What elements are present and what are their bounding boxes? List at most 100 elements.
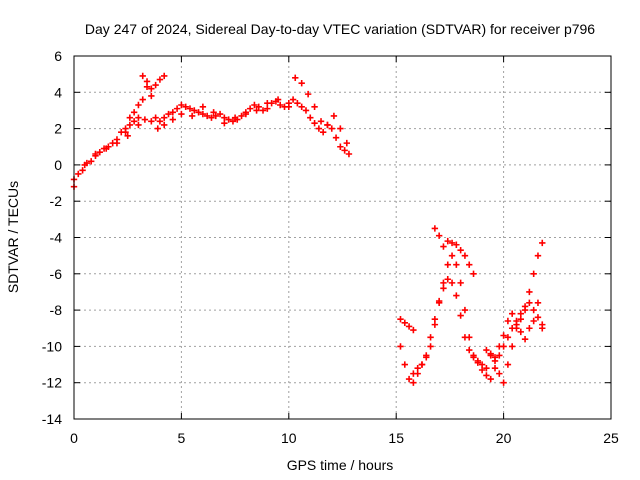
data-point [405,375,413,383]
data-point [496,370,503,377]
data-point [508,325,516,332]
data-point [487,375,494,383]
data-point [504,317,512,325]
data-point [401,319,408,327]
data-point [444,276,451,283]
x-tick-label: 20 [496,430,512,446]
data-points [70,72,546,386]
y-tick-label: -4 [50,230,63,246]
grid-lines [74,56,611,419]
data-point [126,121,134,129]
data-point [530,317,537,325]
data-point [285,103,292,111]
data-point [431,321,439,328]
data-point [188,112,196,120]
data-point [337,125,344,132]
data-point [143,78,151,85]
data-point [410,379,417,386]
data-point [87,158,95,165]
y-tick-labels: 6 4 2 0 -2 -4 -6 -8 -10 -12 -14 [42,48,62,427]
data-point [513,321,520,328]
data-point [259,107,267,114]
data-series [70,83,353,190]
data-point [139,72,146,80]
data-point [461,306,469,314]
data-point [496,343,503,350]
data-point [427,334,434,341]
data-point [341,147,348,154]
data-point [431,315,439,323]
axis-ticks [73,55,612,420]
data-point [156,118,164,125]
data-point [143,83,151,91]
data-point [264,105,271,112]
data-point [324,121,331,129]
data-point [182,103,189,111]
data-point [208,114,215,121]
data-point [113,139,121,147]
data-point [440,243,447,250]
data-point [274,96,282,103]
y-tick-label: -12 [42,375,62,391]
y-tick-label: 0 [54,157,62,173]
data-point [186,105,194,112]
data-point [225,116,232,123]
data-point [289,96,297,103]
data-point [435,232,443,239]
data-point [229,118,237,125]
data-point [470,354,477,361]
data-point [152,114,159,121]
data-point [397,343,404,350]
data-point [169,109,177,116]
data-point [487,350,494,357]
data-point [491,354,499,361]
data-point [178,110,185,118]
data-point [517,310,524,317]
data-point [253,107,260,114]
data-point [526,288,533,296]
data-point [401,361,408,368]
data-point [294,99,301,107]
data-point [210,109,217,116]
data-point [521,303,529,310]
data-point [508,310,516,317]
data-point [343,139,350,147]
data-point [508,343,516,350]
data-point [135,114,142,121]
data-point [504,361,512,368]
data-point [444,237,451,245]
x-axis-label: GPS time / hours [287,457,394,473]
data-point [169,116,177,123]
data-point [307,114,314,121]
data-point [500,379,507,386]
data-point [255,103,262,111]
data-point [173,105,181,112]
data-point [152,81,159,89]
data-point [461,252,469,259]
data-point [319,129,327,136]
data-point [457,279,464,287]
data-point [135,121,142,129]
data-point [440,285,447,292]
x-tick-labels: 0 5 10 15 20 25 [70,430,619,446]
data-point [470,270,477,277]
data-point [124,132,131,140]
data-point [530,306,537,314]
data-point [203,112,211,120]
data-point [311,103,318,111]
data-point [504,334,512,341]
data-point [435,299,443,307]
y-tick-label: 6 [54,48,62,64]
data-point [461,334,469,341]
data-point [216,110,224,118]
data-point [483,372,490,379]
data-point [448,279,456,287]
data-series [483,299,546,361]
y-tick-label: -8 [50,302,63,318]
data-point [161,114,168,121]
data-point [397,315,404,323]
data-point [534,299,542,307]
data-point [264,99,271,107]
y-axis-label: SDTVAR / TECUs [5,181,21,293]
